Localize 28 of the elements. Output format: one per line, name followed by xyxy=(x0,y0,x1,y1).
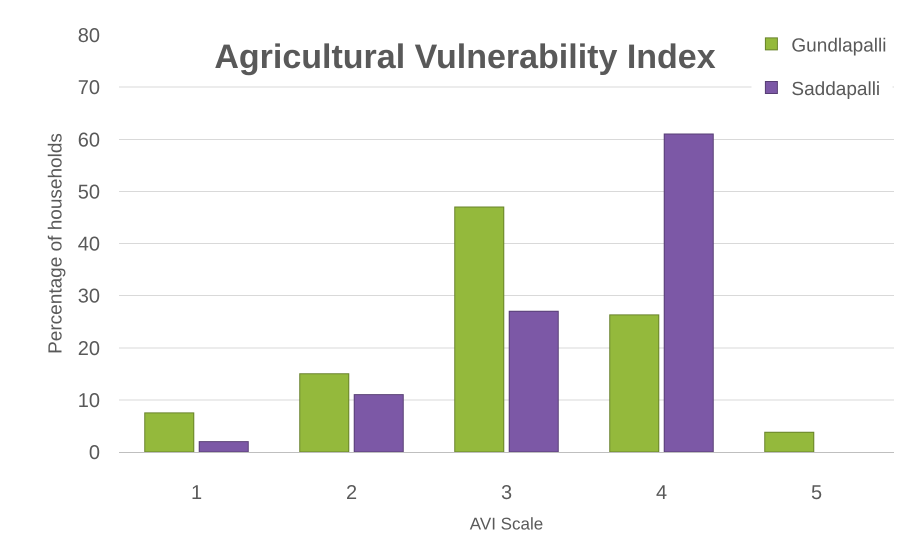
y-tick-label: 20 xyxy=(78,338,100,360)
y-tick-label: 0 xyxy=(88,442,100,464)
x-tick-label: 2 xyxy=(346,482,358,504)
x-tick-label: 5 xyxy=(810,482,822,504)
y-tick-label: 10 xyxy=(78,390,100,412)
bar xyxy=(144,412,194,452)
y-tick-label: 60 xyxy=(78,129,100,152)
y-axis-title: Percentage of households xyxy=(46,133,67,354)
bar xyxy=(664,134,714,452)
bar xyxy=(764,432,814,452)
bar xyxy=(354,394,404,452)
x-axis-title: AVI Scale xyxy=(470,514,544,534)
bar xyxy=(508,310,559,452)
bar xyxy=(198,441,249,452)
y-tick-label: 70 xyxy=(78,77,100,100)
y-tick-label: 40 xyxy=(78,234,100,256)
chart-title: Agricultural Vulnerability Index xyxy=(214,38,716,76)
x-tick-label: 1 xyxy=(190,482,202,504)
bar xyxy=(609,314,660,452)
y-tick-label: 80 xyxy=(78,25,100,47)
legend-label: Gundlapalli xyxy=(791,35,886,56)
y-tick-label: 30 xyxy=(78,286,100,308)
bar xyxy=(299,373,350,452)
x-tick-label: 4 xyxy=(656,482,668,504)
bar xyxy=(454,206,504,452)
legend-label: Saddapalli xyxy=(791,78,880,100)
y-tick-label: 50 xyxy=(78,181,100,204)
x-tick-label: 3 xyxy=(500,482,512,504)
